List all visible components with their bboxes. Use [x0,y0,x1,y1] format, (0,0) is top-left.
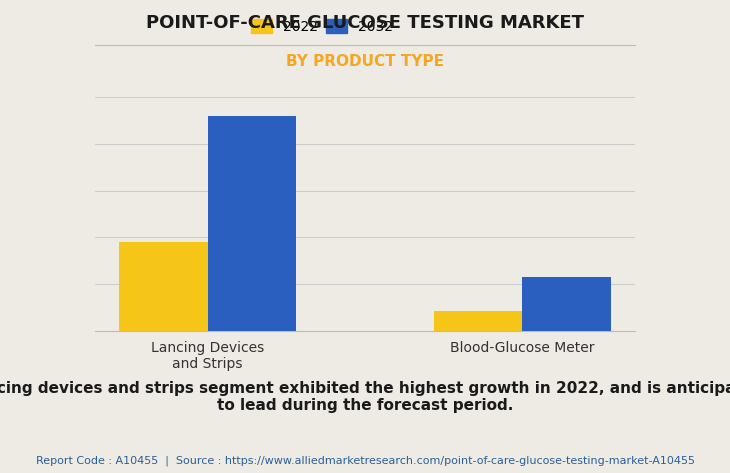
Legend: 2022, 2032: 2022, 2032 [245,13,399,39]
Bar [207,115,296,331]
Text: Lancing devices and strips segment exhibited the highest growth in 2022, and is : Lancing devices and strips segment exhib… [0,381,730,413]
Bar [523,277,610,331]
Text: BY PRODUCT TYPE: BY PRODUCT TYPE [286,54,444,70]
Bar [434,311,523,331]
Bar [120,242,207,331]
Text: Report Code : A10455  |  Source : https://www.alliedmarketresearch.com/point-of-: Report Code : A10455 | Source : https://… [36,455,694,465]
Text: POINT-OF-CARE GLUCOSE TESTING MARKET: POINT-OF-CARE GLUCOSE TESTING MARKET [146,14,584,32]
